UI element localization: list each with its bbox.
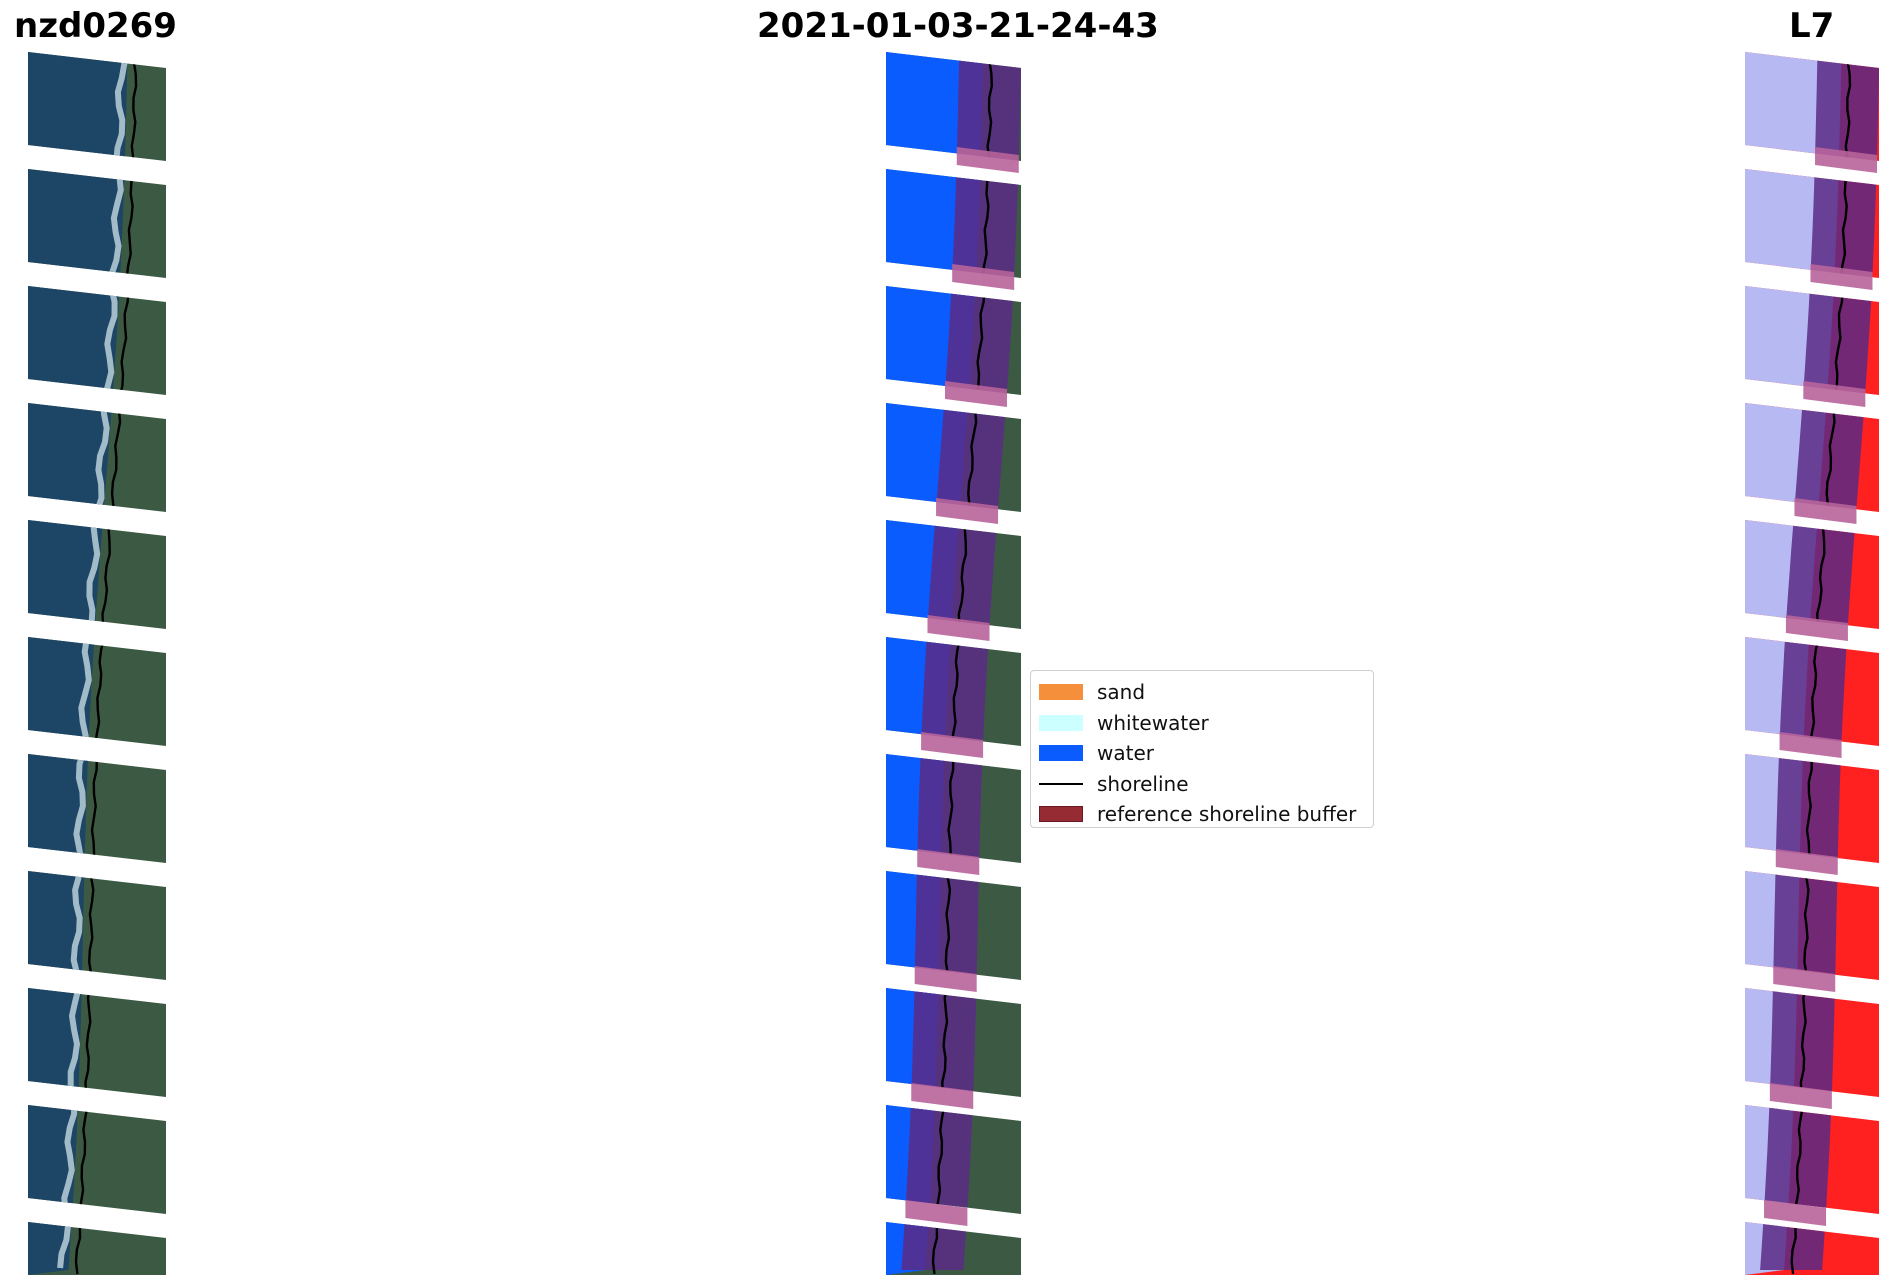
legend-label-sand: sand [1097, 680, 1146, 705]
shoreline-trace [1790, 52, 1852, 1275]
buffer-gap-segment [956, 147, 1019, 173]
legend-label-shoreline: shoreline [1097, 771, 1189, 796]
image-date-title: 2021-01-03-21-24-43 [757, 6, 1159, 46]
index-image-panel [1745, 50, 1879, 1275]
sand-swatch [1039, 684, 1083, 701]
shoreline-trace [74, 52, 138, 1275]
buffer-gap-segment [1775, 849, 1838, 875]
reference-buffer-swatch [1039, 806, 1083, 823]
buffer-gap-segment [927, 615, 990, 641]
buffer-gap-segment [1803, 381, 1866, 407]
legend-label-whitewater: whitewater [1097, 710, 1209, 735]
reference-buffer-band [1760, 52, 1879, 1270]
water-swatch [1039, 745, 1083, 762]
legend-item-reference-buffer: reference shoreline buffer [1039, 799, 1365, 830]
legend-item-whitewater: whitewater [1039, 708, 1365, 739]
classified-image-panel [886, 50, 1021, 1275]
satellite-title: L7 [1789, 6, 1835, 46]
buffer-gap-segment [917, 849, 980, 875]
legend-item-water: water [1039, 738, 1365, 769]
buffer-gap-segment [921, 732, 984, 758]
site-title: nzd0269 [14, 6, 177, 46]
legend-label-water: water [1097, 741, 1154, 766]
buffer-gap-segment [914, 966, 977, 992]
buffer-gap-segment [1764, 1200, 1827, 1226]
surf-band [57, 52, 128, 1269]
reference-buffer-band [901, 52, 1021, 1270]
shoreline-swatch [1039, 783, 1083, 786]
legend-label-reference-buffer: reference shoreline buffer [1097, 802, 1357, 827]
buffer-gap-segment [1815, 147, 1878, 173]
image-strips [28, 52, 166, 1275]
shoreline-trace [931, 52, 994, 1275]
buffer-gap-segment [1794, 498, 1857, 524]
buffer-gap-segment [936, 498, 999, 524]
buffer-gap-segment [1779, 732, 1842, 758]
image-strips [886, 52, 1021, 1275]
buffer-gap-segment [952, 264, 1015, 290]
buffer-gap-segment [1785, 615, 1848, 641]
buffer-gap-segment [1810, 264, 1873, 290]
legend: sand whitewater water shoreline referenc… [1030, 670, 1374, 828]
buffer-gap-segment [905, 1200, 968, 1226]
whitewater-swatch [1039, 714, 1083, 731]
buffer-gap-segment [911, 1083, 974, 1109]
buffer-gap-segment [944, 381, 1007, 407]
buffer-gap-segment [1769, 1083, 1832, 1109]
legend-item-sand: sand [1039, 677, 1365, 708]
legend-item-shoreline: shoreline [1039, 769, 1365, 800]
rgb-image-panel [28, 50, 166, 1275]
buffer-gap-segment [1773, 966, 1836, 992]
